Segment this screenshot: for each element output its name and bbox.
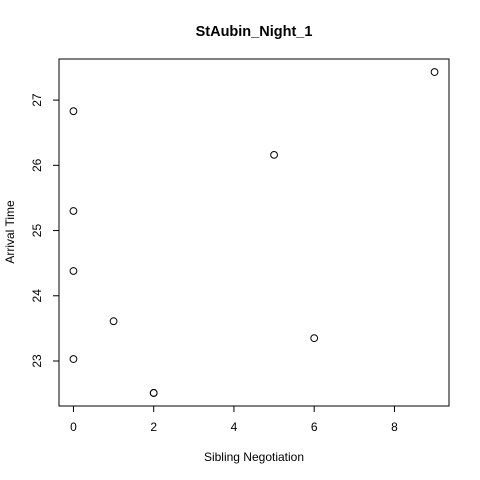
y-tick-label: 26: [30, 158, 44, 172]
x-tick-label: 8: [391, 420, 398, 434]
data-points: [69, 68, 439, 397]
x-tick-label: 2: [150, 420, 157, 434]
x-tick-label: 0: [70, 420, 77, 434]
y-tick-label: 27: [30, 93, 44, 107]
y-tick-label: 23: [30, 354, 44, 368]
data-point: [430, 68, 439, 76]
data-point: [310, 334, 319, 343]
data-point: [69, 355, 78, 363]
y-axis: 23 24 25 26 27: [30, 93, 60, 368]
data-point: [109, 317, 118, 326]
data-point: [149, 389, 158, 397]
chart-title: StAubin_Night_1: [196, 24, 313, 40]
data-point: [69, 267, 78, 275]
data-point: [270, 150, 278, 159]
data-point: [69, 207, 78, 215]
x-axis: 0 2 4 6 8: [70, 405, 398, 434]
data-point: [69, 107, 78, 116]
y-tick-label: 25: [30, 224, 44, 238]
x-axis-label: Sibling Negotiation: [204, 450, 304, 464]
y-axis-label: Arrival Time: [3, 200, 17, 264]
x-tick-label: 4: [231, 420, 238, 434]
y-tick-label: 24: [30, 289, 44, 303]
x-tick-label: 6: [311, 420, 318, 434]
